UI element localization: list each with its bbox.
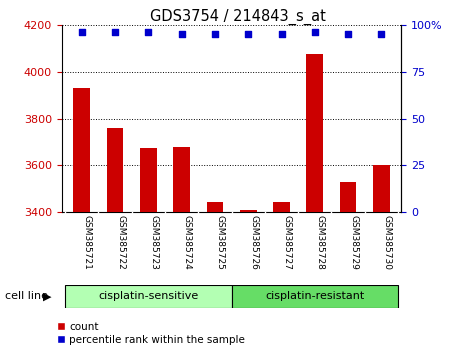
Text: GSM385721: GSM385721 (83, 215, 92, 269)
Bar (306, 54, 323, 212)
Text: GSM385730: GSM385730 (382, 215, 391, 270)
Bar (340, 182, 356, 212)
Point (344, 31, 352, 37)
Point (311, 29, 319, 35)
Text: GDS3754 / 214843_s_at: GDS3754 / 214843_s_at (150, 9, 325, 25)
Bar (107, 128, 124, 212)
Text: GSM385724: GSM385724 (182, 215, 191, 269)
Bar (273, 202, 290, 212)
Point (144, 29, 152, 35)
Bar (373, 165, 389, 212)
Point (111, 29, 119, 35)
Text: cisplatin-resistant: cisplatin-resistant (265, 291, 364, 302)
Bar (207, 202, 223, 212)
Text: GSM385728: GSM385728 (316, 215, 325, 269)
Point (178, 31, 185, 37)
Text: GSM385725: GSM385725 (216, 215, 225, 269)
Bar (240, 210, 256, 212)
Text: GSM385729: GSM385729 (349, 215, 358, 269)
Text: GSM385722: GSM385722 (116, 215, 125, 269)
Point (245, 31, 252, 37)
Text: GSM385723: GSM385723 (149, 215, 158, 269)
Bar (140, 148, 157, 212)
Bar (65, 285, 232, 308)
Text: GSM385726: GSM385726 (249, 215, 258, 269)
Bar (74, 88, 90, 212)
Text: GSM385727: GSM385727 (283, 215, 292, 269)
Bar (173, 147, 190, 212)
Bar (232, 285, 398, 308)
Text: cell line: cell line (5, 291, 48, 301)
Legend: count, percentile rank within the sample: count, percentile rank within the sample (53, 317, 249, 349)
Text: ▶: ▶ (43, 291, 52, 301)
Point (211, 31, 218, 37)
Point (78, 29, 86, 35)
Point (278, 31, 285, 37)
Text: cisplatin-sensitive: cisplatin-sensitive (98, 291, 199, 302)
Point (378, 31, 385, 37)
